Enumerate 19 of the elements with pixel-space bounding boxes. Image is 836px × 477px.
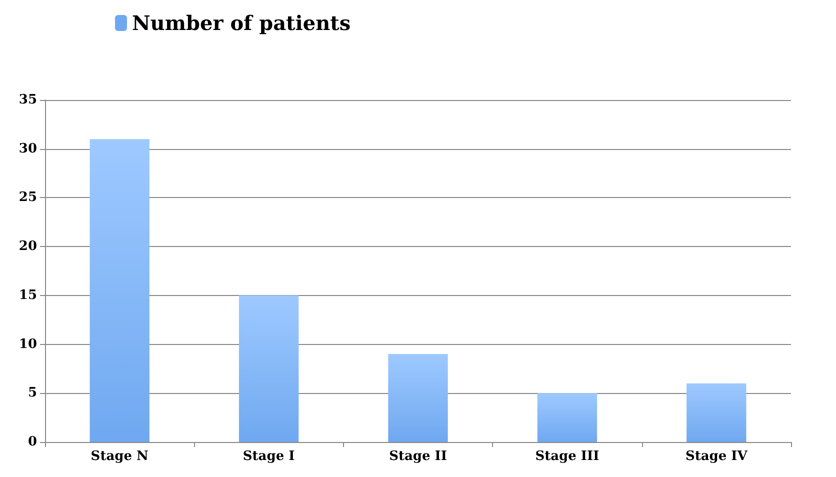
- bar: [686, 383, 746, 442]
- y-tick-label: 30: [18, 141, 37, 156]
- y-tick-label: 20: [18, 239, 37, 254]
- bar: [537, 393, 598, 442]
- y-tick-label: 15: [18, 288, 37, 303]
- legend-label: Number of patients: [132, 11, 351, 35]
- x-tick-label: Stage I: [242, 449, 295, 464]
- y-tick-label: 5: [28, 386, 37, 401]
- x-tick-label: Stage II: [389, 449, 447, 464]
- x-tick-label: Stage N: [90, 449, 149, 464]
- bar: [90, 139, 150, 442]
- y-tick-label: 10: [18, 336, 37, 352]
- bar: [238, 295, 299, 442]
- y-tick-label: 35: [18, 92, 37, 108]
- x-tick-label: Stage III: [535, 449, 600, 464]
- x-tick-label: Stage IV: [685, 449, 748, 464]
- bar: [388, 354, 448, 442]
- y-tick-label: 0: [28, 434, 37, 450]
- y-tick-label: 25: [18, 190, 37, 206]
